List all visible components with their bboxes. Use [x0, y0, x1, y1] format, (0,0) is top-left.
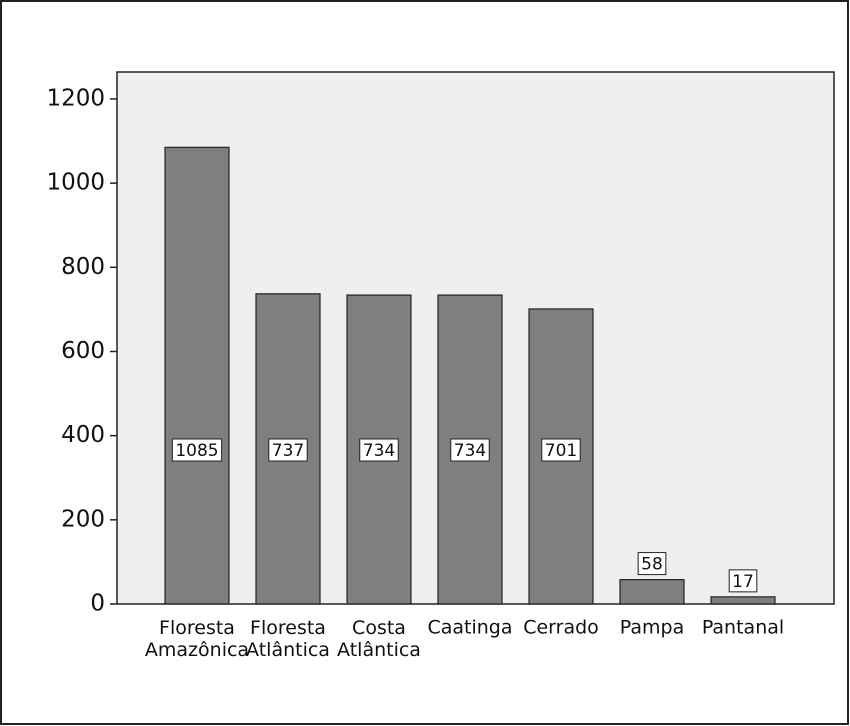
value-label-box: [268, 438, 308, 462]
x-tick-label: Floresta Atlântica: [246, 617, 330, 661]
x-tick-label: Pampa: [620, 617, 684, 639]
x-tick-label: Costa Atlântica: [337, 617, 421, 661]
x-tick-label: Floresta Amazônica: [145, 617, 249, 661]
bar: [710, 596, 776, 605]
value-label: 734: [450, 438, 490, 462]
bar: [619, 578, 685, 605]
value-label-text: 734: [454, 441, 486, 461]
y-tick-label: 200: [61, 506, 105, 532]
y-tick-label: 600: [61, 338, 105, 364]
value-label-text: 701: [545, 441, 577, 461]
value-label-box: [541, 438, 581, 462]
bar: [164, 146, 230, 605]
x-tick-label: Cerrado: [523, 617, 599, 639]
value-label-box: [359, 438, 399, 462]
value-label: 1085: [171, 438, 223, 462]
y-tick-label: 0: [90, 591, 105, 617]
y-tick-label: 1200: [46, 85, 105, 111]
y-tick-label: 400: [61, 422, 105, 448]
value-label-box: [171, 438, 223, 462]
value-label-box: [728, 569, 758, 593]
y-tick-label: 800: [61, 254, 105, 280]
x-tick-label: Caatinga: [427, 617, 512, 639]
value-label-text: 734: [363, 441, 395, 461]
y-tick-label: 1000: [46, 170, 105, 196]
value-label-text: 17: [732, 572, 754, 592]
value-label: 737: [268, 438, 308, 462]
value-label-box: [637, 552, 667, 576]
value-label-text: 737: [272, 441, 304, 461]
value-label: 17: [728, 569, 758, 593]
x-tick-label: Pantanal: [702, 617, 784, 639]
value-label: 58: [637, 552, 667, 576]
value-label-text: 1085: [175, 441, 218, 461]
value-label: 734: [359, 438, 399, 462]
value-label-box: [450, 438, 490, 462]
value-label: 701: [541, 438, 581, 462]
value-label-text: 58: [641, 555, 663, 575]
